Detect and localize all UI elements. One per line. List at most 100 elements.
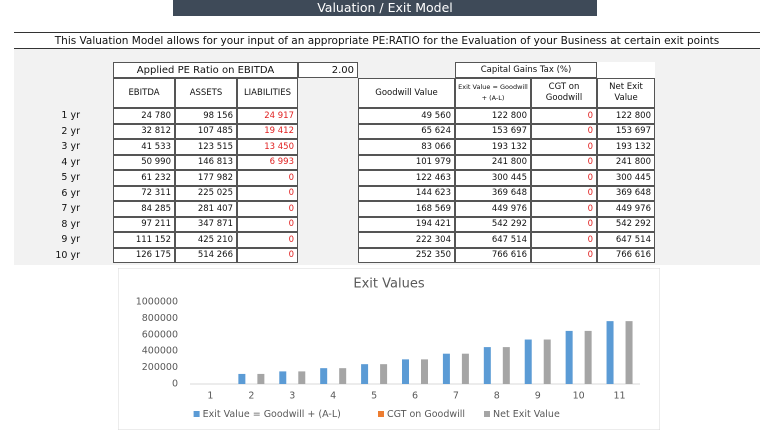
bar bbox=[461, 353, 469, 384]
column-header: CGT on Goodwill bbox=[531, 78, 597, 108]
bar bbox=[524, 339, 532, 384]
cell: 766 616 bbox=[455, 247, 531, 263]
cell: 0 bbox=[531, 123, 597, 139]
cell: 24 917 bbox=[237, 108, 298, 124]
description: This Valuation Model allows for your inp… bbox=[14, 32, 760, 49]
cell: 0 bbox=[237, 170, 298, 186]
cell: 0 bbox=[531, 139, 597, 155]
bar bbox=[257, 373, 265, 384]
bar bbox=[543, 339, 551, 384]
cell: 65 624 bbox=[358, 123, 455, 139]
cell: 0 bbox=[237, 232, 298, 248]
cell: 241 800 bbox=[455, 154, 531, 170]
cell: 766 616 bbox=[597, 247, 655, 263]
cell: 144 623 bbox=[358, 185, 455, 201]
column-header: Net Exit Value bbox=[597, 78, 655, 108]
bar bbox=[502, 347, 510, 384]
cell: 107 485 bbox=[175, 123, 237, 139]
bar bbox=[298, 371, 306, 384]
cell: 241 800 bbox=[597, 154, 655, 170]
cell: 19 412 bbox=[237, 123, 298, 139]
column-header: LIABILITIES bbox=[237, 78, 298, 108]
x-tick-label: 4 bbox=[330, 391, 336, 402]
y-tick-label: 400000 bbox=[142, 346, 178, 357]
cell: 177 982 bbox=[175, 170, 237, 186]
bar bbox=[238, 373, 246, 384]
cell: 41 533 bbox=[113, 139, 175, 155]
bar bbox=[279, 371, 287, 384]
chart-frame bbox=[118, 268, 660, 430]
row-label: 10 yr bbox=[55, 249, 80, 261]
column-header: EBITDA bbox=[113, 78, 175, 108]
cell: 50 990 bbox=[113, 154, 175, 170]
bar bbox=[361, 364, 369, 384]
cell: 281 407 bbox=[175, 201, 237, 217]
x-tick-label: 5 bbox=[371, 391, 377, 402]
cell: 0 bbox=[531, 170, 597, 186]
chart: Exit Values 0 200000 400000 600000 800000 100… bbox=[118, 268, 660, 430]
cell: 0 bbox=[531, 108, 597, 124]
cell: 84 285 bbox=[113, 201, 175, 217]
pe-label: Applied PE Ratio on EBITDA bbox=[113, 62, 298, 78]
x-tick-label: 3 bbox=[289, 391, 295, 402]
cell: 647 514 bbox=[597, 232, 655, 248]
column-header: Exit Value = Goodwill + (A-L) bbox=[455, 78, 531, 108]
cell: 252 350 bbox=[358, 247, 455, 263]
cell: 72 311 bbox=[113, 185, 175, 201]
cell: 111 152 bbox=[113, 232, 175, 248]
cell: 0 bbox=[237, 201, 298, 217]
x-tick-label: 2 bbox=[248, 391, 254, 402]
cell: 6 993 bbox=[237, 154, 298, 170]
legend-label: Net Exit Value bbox=[493, 409, 560, 420]
x-tick-label: 10 bbox=[573, 391, 585, 402]
legend-label: Exit Value = Goodwill + (A-L) bbox=[203, 409, 341, 420]
y-tick-label: 0 bbox=[172, 379, 178, 390]
cell: 0 bbox=[237, 247, 298, 263]
row-label: 7 yr bbox=[61, 203, 80, 215]
cell: 449 976 bbox=[455, 201, 531, 217]
cell: 101 979 bbox=[358, 154, 455, 170]
cell: 0 bbox=[531, 247, 597, 263]
cell: 24 780 bbox=[113, 108, 175, 124]
cell: 168 569 bbox=[358, 201, 455, 217]
cell: 193 132 bbox=[597, 139, 655, 155]
blank-cell bbox=[597, 62, 655, 78]
x-tick-label: 8 bbox=[494, 391, 500, 402]
row-label: 2 yr bbox=[61, 125, 80, 137]
row-label: 4 yr bbox=[61, 156, 80, 168]
page-title: Valuation / Exit Model bbox=[173, 0, 597, 16]
cell: 13 450 bbox=[237, 139, 298, 155]
table: Applied PE Ratio on EBITDA 2.00 Capital Ga… bbox=[55, 62, 655, 263]
cell: 0 bbox=[237, 216, 298, 232]
bar bbox=[402, 359, 409, 384]
bar bbox=[442, 353, 450, 384]
cell: 225 025 bbox=[175, 185, 237, 201]
cell: 193 132 bbox=[455, 139, 531, 155]
x-tick-label: 7 bbox=[453, 391, 459, 402]
cell: 369 648 bbox=[455, 185, 531, 201]
bar bbox=[584, 330, 592, 384]
bar bbox=[421, 359, 428, 384]
cell: 542 292 bbox=[455, 216, 531, 232]
bar bbox=[606, 321, 614, 384]
bar bbox=[565, 330, 573, 384]
row-label: 9 yr bbox=[61, 234, 80, 246]
cell: 222 304 bbox=[358, 232, 455, 248]
column-header: Goodwill Value bbox=[358, 78, 455, 108]
x-tick-label: 11 bbox=[613, 391, 625, 402]
legend-swatch bbox=[193, 411, 200, 417]
y-tick-label: 800000 bbox=[142, 313, 178, 324]
cell: 0 bbox=[531, 154, 597, 170]
legend-label: CGT on Goodwill bbox=[387, 409, 465, 420]
cell: 122 800 bbox=[455, 108, 531, 124]
x-tick-label: 6 bbox=[412, 391, 418, 402]
legend-swatch bbox=[484, 411, 490, 417]
legend-swatch bbox=[378, 411, 384, 417]
cell: 194 421 bbox=[358, 216, 455, 232]
cell: 0 bbox=[531, 216, 597, 232]
row-label: 1 yr bbox=[61, 110, 80, 122]
y-tick-label: 600000 bbox=[142, 329, 178, 340]
x-tick-label: 9 bbox=[535, 391, 541, 402]
y-tick-label: 1000000 bbox=[136, 297, 178, 308]
bar bbox=[483, 347, 491, 384]
